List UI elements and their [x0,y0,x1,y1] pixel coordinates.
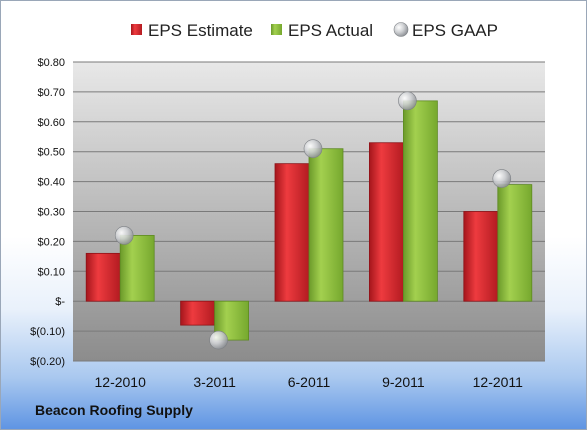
x-tick-label: 9-2011 [382,374,425,390]
eps-actual-bar-12-2010 [119,235,155,302]
x-axis: 12-2010 3-2011 6-2011 9-2011 12-2011 [95,374,524,390]
y-tick-label: $0.60 [37,117,65,129]
eps-gaap-point-12-2010 [114,226,134,245]
x-tick-label: 3-2011 [193,374,236,390]
y-tick-label: $0.10 [37,266,65,278]
bars [85,100,533,341]
legend-label: EPS Estimate [148,21,253,40]
y-tick-label: $0.20 [37,236,65,248]
eps-estimate-bar-12-2011 [463,211,499,302]
legend-swatch-0 [131,24,142,35]
x-tick-label: 12-2011 [473,374,524,390]
y-tick-label: $0.70 [37,87,65,99]
y-tick-label: $0.30 [37,207,65,219]
eps-estimate-bar-12-2010 [85,252,121,302]
gaap-points [114,91,512,350]
x-tick-label: 6-2011 [288,374,331,390]
eps-estimate-bar-3-2011 [180,300,216,326]
eps-actual-bar-12-2011 [497,184,533,302]
legend-label: EPS GAAP [412,21,498,40]
y-tick-label: $0.80 [37,57,65,69]
eps-actual-bar-6-2011 [308,148,344,302]
eps-gaap-point-6-2011 [303,139,323,159]
eps-estimate-bar-9-2011 [368,142,404,302]
eps-actual-bar-9-2011 [402,100,438,302]
y-axis: $0.80 $0.70 $0.60 $0.50 $0.40 $0.30 $0.20 $0.10… [30,57,65,368]
legend: EPS Estimate EPS Actual EPS GAAP [131,21,498,40]
x-tick-label: 12-2010 [95,374,147,390]
company-name: Beacon Roofing Supply [35,402,193,418]
eps-gaap-point-12-2011 [492,169,512,188]
legend-swatch-2 [393,22,409,37]
y-tick-label: $(0.10) [30,326,65,338]
eps-gaap-point-3-2011 [209,330,228,350]
y-tick-label: $- [55,296,65,308]
eps-gaap-point-9-2011 [398,91,417,111]
y-tick-label: $0.50 [37,147,65,159]
legend-swatch-1 [271,24,282,35]
eps-estimate-bar-6-2011 [274,163,310,302]
y-tick-label: $(0.20) [30,356,65,368]
y-tick-label: $0.40 [37,177,65,189]
legend-label: EPS Actual [288,21,373,40]
